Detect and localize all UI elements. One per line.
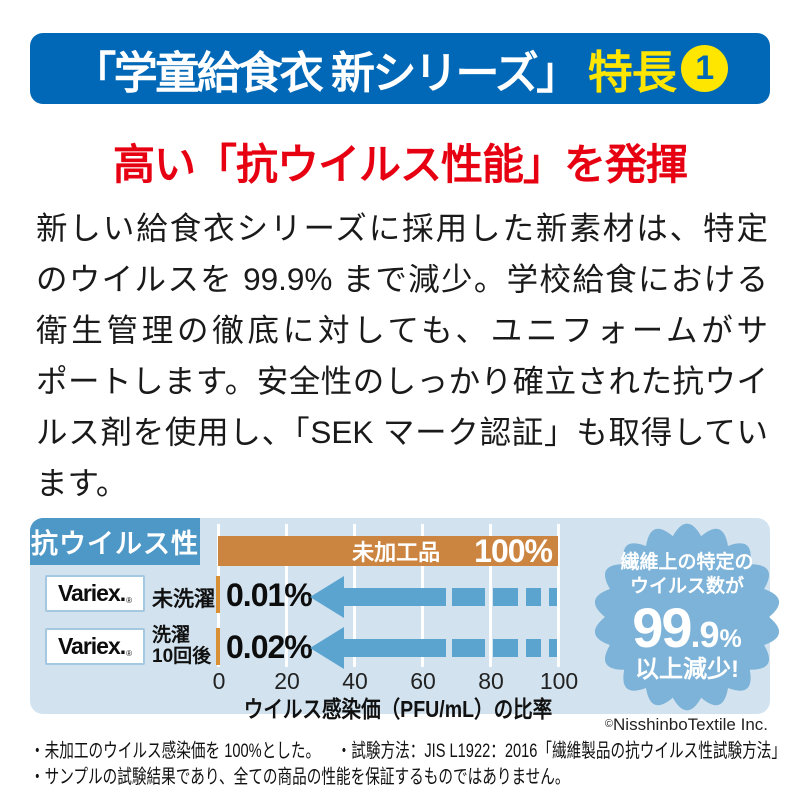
x-axis-tick: 60	[410, 668, 436, 694]
row-condition-line1: 洗濯	[152, 625, 191, 646]
zero-axis-tick	[216, 576, 220, 613]
header-title: 「学童給食衣 新シリーズ」	[72, 48, 580, 98]
copyright-text: NisshinboTextile Inc.	[613, 715, 768, 734]
badge-percentage: 99 .9 %	[632, 595, 742, 659]
page-title: 高い「抗ウイルス性能」を発揮	[112, 141, 688, 188]
row-condition-line2: 10回後	[152, 646, 212, 667]
x-axis-tick: 40	[342, 668, 368, 694]
variex-logo: Variex. ®	[45, 628, 145, 665]
variex-logo-text: Variex.	[57, 633, 126, 659]
footnote-line: ・サンプルの試験結果であり、全ての商品の性能を保証するものではありません。	[30, 764, 800, 790]
chart-title: 抗ウイルス性	[30, 518, 200, 565]
badge-text: 繊維上の特定の ウイルス数が 99 .9 % 以上減少!	[587, 517, 787, 717]
header-banner: 「学童給食衣 新シリーズ」 特長 1	[30, 33, 770, 104]
starburst-seal-icon	[594, 523, 780, 711]
footnote-text: ・未加工のウイルス感染価を 100%とした。 ・試験方法：JIS L1922：20…	[30, 738, 786, 764]
footnote-line: ・未加工のウイルス感染価を 100%とした。 ・試験方法：JIS L1922：20…	[30, 738, 800, 764]
footnotes: ・未加工のウイルス感染価を 100%とした。 ・試験方法：JIS L1922：20…	[30, 738, 800, 790]
badge-line2: ウイルス数が	[629, 575, 744, 597]
footnote-text: ・サンプルの試験結果であり、全ての商品の性能を保証するものではありません。	[30, 766, 570, 788]
body-line: 新しい給食衣シリーズに採用した新素材は、特定	[36, 210, 768, 246]
badge-percent-sign: %	[719, 624, 742, 653]
body-paragraph: 新しい給食衣シリーズに採用した新素材は、特定 のウイルスを 99.9% まで減少…	[36, 203, 768, 509]
body-line: のウイルスを 99.9% まで減少。学校給食における	[36, 261, 768, 297]
reduction-arrow-icon	[310, 576, 557, 618]
zero-axis-tick	[216, 628, 220, 665]
x-axis-tick: 80	[478, 668, 504, 694]
variex-logo: Variex. ®	[45, 575, 145, 612]
registered-mark-icon: ®	[126, 649, 133, 658]
body-line: ます。	[36, 465, 128, 501]
x-axis-tick: 20	[274, 668, 300, 694]
copyright-symbol: ©	[604, 718, 614, 730]
registered-mark-icon: ®	[126, 596, 133, 605]
badge-line3: 以上減少!	[635, 655, 739, 683]
badge-percentage-big: 99	[632, 595, 692, 659]
copyright-note: ©NisshinboTextile Inc.	[605, 715, 768, 735]
reduction-arrow-icon	[310, 627, 557, 669]
badge-line1: 繊維上の特定の	[620, 551, 754, 573]
badge-percentage-small: .9	[690, 613, 720, 655]
row-value: 0.01%	[226, 577, 313, 613]
reference-bar-value: 100%	[474, 532, 553, 569]
row-condition-label: 未洗濯	[152, 588, 215, 611]
chart-panel: 抗ウイルス性 未加工品 100% Variex. ® 未洗濯 0.01% Var…	[30, 518, 780, 722]
body-line: ルス剤を使用し、「SEK マーク認証」も取得してい	[36, 414, 768, 450]
gridline	[557, 524, 560, 667]
gridline	[489, 524, 492, 667]
x-axis-tick: 0	[212, 668, 226, 694]
row-condition-label: 洗濯 10回後	[152, 625, 211, 667]
feature-label-text: 特長	[587, 47, 677, 98]
x-axis-title: ウイルス感染価（PFU/mL）の比率	[243, 696, 553, 722]
reference-bar: 未加工品 100%	[218, 533, 558, 569]
body-line: 衛生管理の徹底に対しても、ユニフォームがサ	[36, 312, 768, 348]
footnote-2: ・試験方法：JIS L1922：2016「繊維製品の抗ウイルス性試験方法」	[336, 740, 786, 762]
footnote-1: ・未加工のウイルス感染価を 100%とした。	[30, 740, 321, 762]
variex-logo-text: Variex.	[57, 580, 126, 606]
body-line: ポートします。安全性のしっかり確立された抗ウイ	[36, 363, 768, 399]
reference-bar-label: 未加工品	[352, 540, 441, 565]
gridline	[285, 524, 288, 667]
feature-number-badge: 1	[680, 45, 728, 92]
x-axis-tick: 100	[539, 668, 579, 694]
row-value: 0.02%	[226, 629, 313, 665]
feature-label: 特長 1	[588, 36, 728, 101]
